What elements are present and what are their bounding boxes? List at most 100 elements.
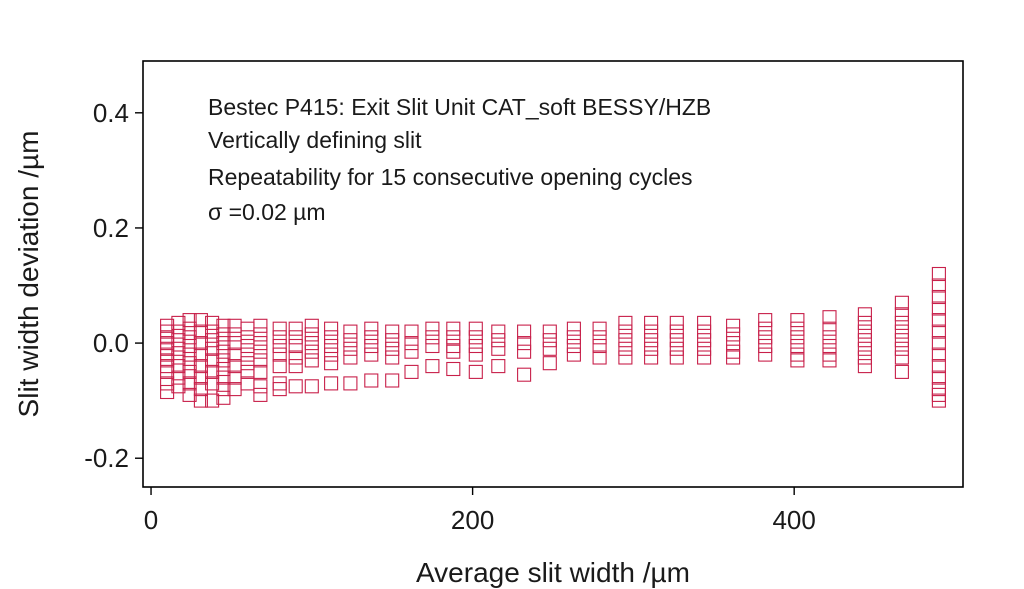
data-point	[253, 344, 268, 359]
data-point	[272, 376, 287, 391]
data-point	[171, 324, 186, 339]
data-point	[404, 344, 419, 359]
data-point	[822, 347, 837, 362]
y-axis-title: Slit width deviation /µm	[13, 131, 44, 418]
plot-frame	[142, 60, 964, 488]
data-point	[592, 338, 607, 354]
data-point	[193, 359, 208, 374]
data-point	[182, 387, 197, 402]
data-point	[931, 387, 946, 402]
data-point	[542, 324, 557, 339]
data-point	[517, 367, 532, 382]
data-point	[171, 341, 186, 356]
data-point	[272, 321, 287, 336]
data-point	[931, 393, 946, 408]
data-point	[566, 330, 581, 345]
data-point	[894, 295, 909, 310]
data-point	[240, 347, 255, 362]
data-point	[726, 327, 741, 342]
data-point	[171, 370, 186, 385]
data-point	[790, 313, 805, 328]
data-point	[343, 341, 358, 356]
data-point	[931, 301, 946, 316]
y-tick-label: 0.2	[93, 213, 129, 243]
data-point	[697, 341, 712, 356]
data-point	[253, 336, 268, 351]
data-point	[193, 393, 208, 408]
x-axis-title: Average slit width /µm	[416, 557, 690, 588]
data-point	[425, 359, 440, 374]
data-point	[364, 330, 379, 345]
data-point	[644, 333, 659, 348]
data-point	[253, 364, 268, 379]
data-point	[304, 336, 319, 351]
data-point	[491, 341, 506, 356]
data-point	[385, 333, 400, 348]
data-point	[491, 333, 506, 348]
data-point	[182, 338, 197, 354]
data-point	[324, 376, 339, 391]
data-point	[618, 333, 633, 348]
data-point	[857, 350, 872, 365]
data-point	[697, 324, 712, 339]
data-point	[385, 341, 400, 356]
data-point	[822, 353, 837, 368]
annotation-line-3: Repeatability for 15 consecutive opening…	[208, 164, 693, 190]
data-point	[324, 347, 339, 362]
data-point	[618, 350, 633, 365]
data-point	[931, 289, 946, 305]
data-point	[171, 359, 186, 374]
data-point	[404, 364, 419, 379]
data-point	[216, 361, 231, 377]
data-point	[644, 350, 659, 365]
x-tick-label: 0	[144, 505, 158, 535]
data-point	[324, 338, 339, 354]
data-point	[193, 382, 208, 397]
data-point	[425, 330, 440, 345]
data-point	[491, 324, 506, 339]
data-point	[193, 336, 208, 351]
data-point	[272, 359, 287, 374]
data-point	[171, 315, 186, 330]
annotation-line-2: Vertically defining slit	[208, 127, 422, 153]
data-point	[822, 310, 837, 325]
data-point	[425, 338, 440, 354]
data-point	[822, 321, 837, 336]
data-point	[931, 359, 946, 374]
data-point	[171, 350, 186, 365]
data-point	[288, 379, 303, 394]
data-point	[542, 356, 557, 371]
data-point	[160, 384, 175, 400]
data-point	[446, 330, 461, 345]
data-point	[171, 333, 186, 348]
data-points	[160, 266, 946, 408]
data-point	[618, 324, 633, 339]
data-point	[385, 324, 400, 339]
data-point	[894, 315, 909, 330]
data-point	[468, 330, 483, 345]
data-point	[726, 318, 741, 333]
data-point	[894, 333, 909, 348]
data-point	[697, 333, 712, 348]
data-point	[894, 324, 909, 339]
data-point	[216, 370, 231, 385]
data-point	[304, 353, 319, 368]
data-point	[343, 324, 358, 339]
data-point	[697, 315, 712, 330]
y-tick-label: -0.2	[84, 443, 129, 473]
data-point	[669, 341, 684, 356]
data-point	[288, 359, 303, 374]
data-point	[160, 364, 175, 379]
data-point	[288, 330, 303, 345]
data-point	[790, 338, 805, 354]
data-point	[857, 333, 872, 348]
data-point	[468, 347, 483, 362]
data-point	[193, 313, 208, 328]
data-point	[857, 324, 872, 339]
data-point	[857, 307, 872, 322]
data-point	[182, 313, 197, 328]
data-point	[193, 324, 208, 339]
data-point	[324, 356, 339, 371]
data-point	[253, 318, 268, 333]
